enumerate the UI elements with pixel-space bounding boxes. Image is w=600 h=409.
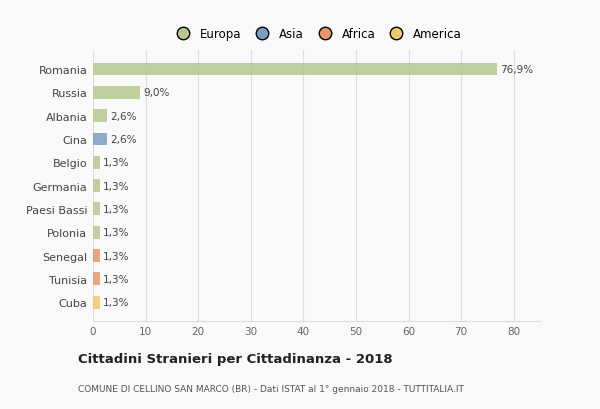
Text: 1,3%: 1,3% [103, 158, 130, 168]
Bar [93, 110, 107, 123]
Text: 1,3%: 1,3% [103, 204, 130, 214]
Text: 2,6%: 2,6% [110, 135, 136, 144]
Bar [93, 133, 107, 146]
Bar [93, 273, 100, 285]
Text: 1,3%: 1,3% [103, 228, 130, 238]
Bar [93, 203, 100, 216]
Legend: Europa, Asia, Africa, America: Europa, Asia, Africa, America [168, 25, 465, 45]
Bar [93, 226, 100, 239]
Text: 1,3%: 1,3% [103, 181, 130, 191]
Bar [93, 249, 100, 262]
Bar [93, 87, 140, 99]
Text: 9,0%: 9,0% [143, 88, 170, 98]
Text: COMUNE DI CELLINO SAN MARCO (BR) - Dati ISTAT al 1° gennaio 2018 - TUTTITALIA.IT: COMUNE DI CELLINO SAN MARCO (BR) - Dati … [78, 384, 464, 393]
Text: 76,9%: 76,9% [500, 65, 533, 75]
Bar [93, 180, 100, 193]
Text: 1,3%: 1,3% [103, 297, 130, 308]
Text: 1,3%: 1,3% [103, 251, 130, 261]
Text: 2,6%: 2,6% [110, 111, 136, 121]
Text: Cittadini Stranieri per Cittadinanza - 2018: Cittadini Stranieri per Cittadinanza - 2… [78, 352, 392, 365]
Text: 1,3%: 1,3% [103, 274, 130, 284]
Bar [93, 156, 100, 169]
Bar [93, 63, 497, 76]
Bar [93, 296, 100, 309]
